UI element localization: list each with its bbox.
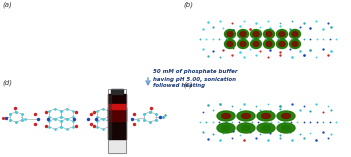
Ellipse shape (238, 40, 249, 49)
Text: 50 mM of phosphate buffer
having pH 5.00, sonication
followed heating: 50 mM of phosphate buffer having pH 5.00… (153, 70, 238, 89)
Text: (d): (d) (2, 79, 12, 86)
Ellipse shape (227, 41, 233, 46)
Ellipse shape (225, 30, 236, 38)
Bar (108, 94, 126, 104)
Ellipse shape (225, 40, 236, 49)
Ellipse shape (257, 111, 275, 121)
Ellipse shape (292, 32, 298, 36)
Ellipse shape (257, 123, 275, 133)
Ellipse shape (282, 114, 291, 119)
Ellipse shape (282, 125, 291, 130)
Ellipse shape (237, 111, 255, 121)
Bar (108, 104, 126, 109)
Ellipse shape (277, 111, 295, 121)
Ellipse shape (279, 32, 285, 36)
Bar (108, 107, 126, 121)
Ellipse shape (290, 40, 300, 49)
Ellipse shape (240, 32, 246, 36)
Ellipse shape (266, 32, 272, 36)
Bar (108, 139, 126, 153)
Text: (c): (c) (183, 82, 192, 89)
Ellipse shape (251, 40, 261, 49)
Ellipse shape (292, 41, 298, 46)
Ellipse shape (264, 40, 274, 49)
Ellipse shape (253, 32, 259, 36)
Ellipse shape (253, 41, 259, 46)
Ellipse shape (277, 123, 295, 133)
Text: (b): (b) (183, 1, 193, 8)
Ellipse shape (241, 125, 251, 130)
Ellipse shape (221, 114, 231, 119)
Ellipse shape (227, 32, 233, 36)
Ellipse shape (237, 123, 255, 133)
Ellipse shape (217, 123, 235, 133)
Ellipse shape (290, 30, 300, 38)
Ellipse shape (251, 30, 261, 38)
Bar (108, 89, 126, 153)
Ellipse shape (261, 114, 271, 119)
Text: (a): (a) (2, 1, 12, 8)
Ellipse shape (238, 30, 249, 38)
Bar (111, 89, 123, 94)
Ellipse shape (261, 125, 271, 130)
Ellipse shape (264, 30, 274, 38)
Ellipse shape (217, 111, 235, 121)
Bar (108, 109, 126, 139)
Ellipse shape (277, 30, 287, 38)
Ellipse shape (277, 40, 287, 49)
Ellipse shape (221, 125, 231, 130)
Ellipse shape (241, 114, 251, 119)
Ellipse shape (240, 41, 246, 46)
Bar (109, 95, 111, 139)
Ellipse shape (279, 41, 285, 46)
Ellipse shape (266, 41, 272, 46)
